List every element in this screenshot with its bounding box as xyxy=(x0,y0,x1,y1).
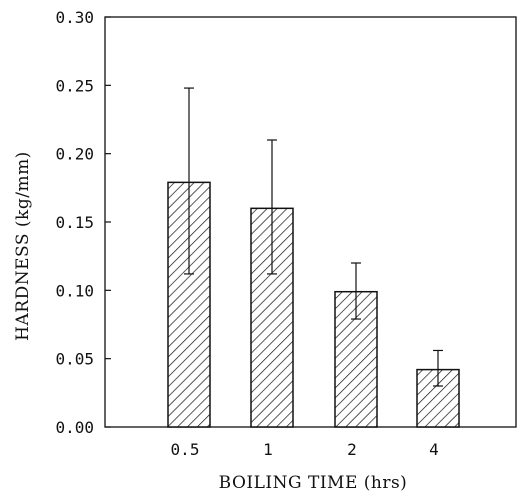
plot-frame xyxy=(104,16,517,428)
x-axis-ticks: 0.5 1 2 4 xyxy=(171,440,439,459)
error-bar xyxy=(351,262,361,320)
y-tick-label: 0.10 xyxy=(55,281,94,300)
x-tick-label: 4 xyxy=(429,440,439,459)
error-bar xyxy=(184,87,194,275)
y-axis-title: HARDNESS (kg/mm) xyxy=(13,151,33,341)
x-tick-label: 1 xyxy=(263,440,273,459)
x-tick-label: 2 xyxy=(347,440,357,459)
y-tick-label: 0.20 xyxy=(55,145,94,164)
y-tick-label: 0.15 xyxy=(55,213,94,232)
bars xyxy=(167,181,460,428)
y-axis-ticks: 0.00 0.05 0.10 0.15 0.20 0.25 0.30 xyxy=(55,8,111,437)
x-axis-title: BOILING TIME (hrs) xyxy=(219,473,408,493)
plot-border xyxy=(104,16,517,428)
y-tick-label: 0.05 xyxy=(55,350,94,369)
error-bar xyxy=(267,139,277,275)
x-tick-label: 0.5 xyxy=(171,440,200,459)
y-tick-label: 0.00 xyxy=(55,418,94,437)
error-bar xyxy=(433,349,443,387)
y-tick-label: 0.25 xyxy=(55,76,94,95)
y-tick-label: 0.30 xyxy=(55,8,94,27)
error-bars xyxy=(184,87,443,387)
